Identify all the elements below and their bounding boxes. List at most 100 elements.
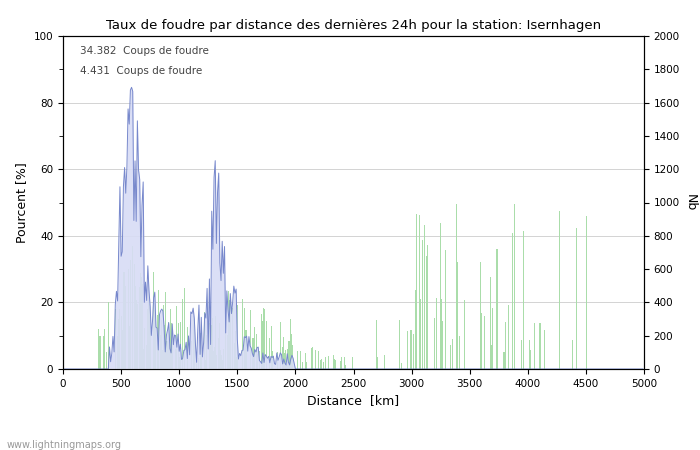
Bar	[480, 262, 482, 369]
Bar	[150, 331, 151, 369]
Bar	[464, 300, 465, 369]
Bar	[193, 316, 194, 369]
Bar	[489, 277, 491, 369]
Bar	[269, 338, 270, 369]
Bar	[419, 215, 420, 369]
Bar	[242, 299, 243, 369]
Bar	[523, 231, 524, 369]
Bar	[235, 331, 236, 369]
Bar	[384, 355, 385, 369]
Bar	[284, 353, 285, 369]
Bar	[434, 319, 435, 369]
Bar	[220, 350, 221, 369]
Bar	[99, 336, 100, 369]
Bar	[170, 309, 171, 369]
Bar	[135, 286, 136, 369]
Bar	[257, 354, 258, 369]
Bar	[149, 304, 150, 369]
Bar	[297, 351, 298, 369]
Bar	[253, 327, 255, 369]
Bar	[169, 345, 170, 369]
Title: Taux de foudre par distance des dernières 24h pour la station: Isernhagen: Taux de foudre par distance des dernière…	[106, 19, 601, 32]
Bar	[424, 225, 426, 369]
Bar	[436, 298, 437, 369]
Bar	[214, 347, 215, 369]
Bar	[290, 334, 292, 369]
Bar	[315, 350, 316, 369]
Bar	[445, 249, 447, 369]
Bar	[148, 281, 149, 369]
Bar	[492, 308, 493, 369]
Bar	[286, 365, 287, 369]
Bar	[147, 310, 148, 369]
Bar	[100, 336, 102, 369]
Bar	[341, 356, 342, 369]
Bar	[179, 357, 181, 369]
Bar	[459, 336, 461, 369]
Bar	[216, 355, 218, 369]
Bar	[134, 264, 135, 369]
Bar	[137, 305, 139, 369]
Bar	[521, 340, 522, 369]
Bar	[320, 360, 321, 369]
Bar	[272, 351, 273, 369]
Bar	[413, 334, 414, 369]
Bar	[302, 362, 304, 369]
Bar	[572, 340, 573, 369]
Bar	[136, 301, 137, 369]
Bar	[304, 353, 306, 369]
Bar	[508, 306, 509, 369]
Bar	[158, 290, 160, 369]
Bar	[209, 323, 211, 369]
Bar	[219, 323, 220, 369]
Bar	[130, 260, 132, 369]
Bar	[457, 262, 458, 369]
Bar	[172, 332, 174, 369]
Bar	[141, 277, 142, 369]
Bar	[312, 346, 313, 369]
Bar	[176, 306, 177, 369]
Bar	[306, 362, 307, 369]
Bar	[123, 272, 125, 369]
Bar	[128, 269, 130, 369]
Bar	[116, 336, 118, 369]
Bar	[288, 342, 290, 369]
Bar	[325, 357, 326, 369]
Bar	[119, 309, 120, 369]
Bar	[206, 335, 207, 369]
Bar	[195, 359, 197, 369]
Bar	[285, 350, 286, 369]
Bar	[345, 365, 346, 369]
Y-axis label: Nb: Nb	[684, 194, 696, 211]
Bar	[328, 356, 329, 369]
Bar	[575, 228, 577, 369]
Bar	[244, 308, 246, 369]
Bar	[530, 350, 531, 369]
Bar	[164, 325, 165, 369]
Bar	[229, 300, 230, 369]
Bar	[155, 311, 156, 369]
Bar	[108, 302, 109, 369]
Bar	[300, 351, 301, 369]
Bar	[142, 284, 143, 369]
Bar	[181, 299, 183, 369]
Bar	[161, 320, 162, 369]
Bar	[335, 360, 336, 369]
Bar	[165, 292, 167, 369]
Bar	[415, 290, 416, 369]
Bar	[228, 291, 229, 369]
Bar	[171, 323, 172, 369]
Bar	[106, 352, 107, 369]
Bar	[399, 320, 400, 369]
Bar	[321, 359, 322, 369]
Bar	[118, 319, 119, 369]
Bar	[441, 299, 442, 369]
Bar	[256, 334, 257, 369]
Bar	[167, 322, 169, 369]
Bar	[283, 337, 284, 369]
Bar	[174, 349, 176, 369]
Bar	[496, 249, 498, 369]
Bar	[529, 340, 530, 369]
Bar	[223, 349, 225, 369]
Bar	[344, 356, 345, 369]
